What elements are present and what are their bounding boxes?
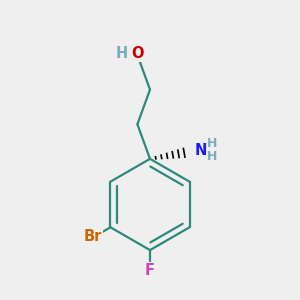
Text: N: N [195,143,207,158]
Text: F: F [145,263,155,278]
Text: H: H [116,46,128,61]
Text: O: O [131,46,144,61]
Text: H: H [207,137,217,150]
Text: H: H [207,150,217,163]
Text: Br: Br [84,230,102,244]
